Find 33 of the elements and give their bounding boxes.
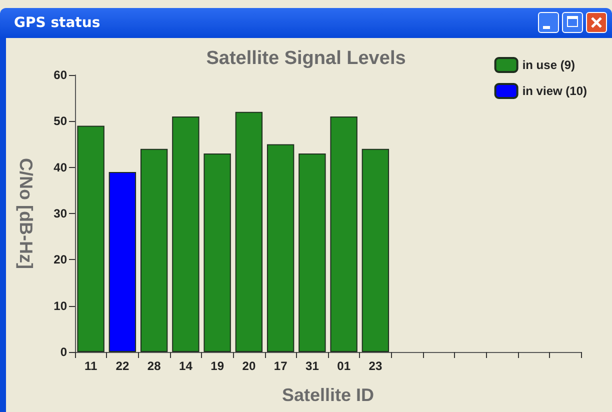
bar bbox=[140, 148, 168, 352]
x-tick-label: 31 bbox=[306, 359, 320, 373]
y-tick-label: 10 bbox=[54, 298, 68, 313]
x-tick-label: 01 bbox=[337, 359, 351, 373]
y-tick-label: 0 bbox=[60, 345, 68, 359]
x-tick-label: 28 bbox=[147, 359, 162, 373]
bar bbox=[362, 148, 390, 352]
x-tick-label: 11 bbox=[84, 359, 98, 373]
x-tick-label: 17 bbox=[274, 359, 288, 373]
y-axis-title: C/No [dB-Hz] bbox=[16, 158, 36, 269]
bar bbox=[172, 116, 200, 352]
bar bbox=[108, 172, 136, 352]
chart-title: Satellite Signal Levels bbox=[206, 48, 406, 69]
y-tick-label: 50 bbox=[54, 114, 68, 128]
x-tick-label: 14 bbox=[179, 359, 193, 373]
legend-label: in view (10) bbox=[522, 84, 588, 98]
x-tick-label: 19 bbox=[210, 359, 224, 373]
bar bbox=[235, 112, 263, 352]
bar bbox=[204, 153, 231, 352]
x-tick-label: 20 bbox=[242, 359, 256, 373]
bar bbox=[298, 153, 326, 352]
bar bbox=[330, 116, 358, 352]
y-tick-label: 30 bbox=[54, 206, 68, 220]
y-tick-label: 20 bbox=[54, 252, 68, 267]
text: GPS status bbox=[14, 15, 100, 31]
x-axis-title: Satellite ID bbox=[282, 385, 374, 405]
x-tick-label: 22 bbox=[116, 359, 130, 373]
y-tick-label: 60 bbox=[54, 68, 68, 82]
bar bbox=[77, 126, 104, 352]
legend-label: in use (9) bbox=[522, 58, 575, 72]
y-tick-label: 40 bbox=[54, 160, 68, 174]
x-tick-label: 23 bbox=[368, 359, 382, 373]
bar bbox=[266, 144, 294, 352]
